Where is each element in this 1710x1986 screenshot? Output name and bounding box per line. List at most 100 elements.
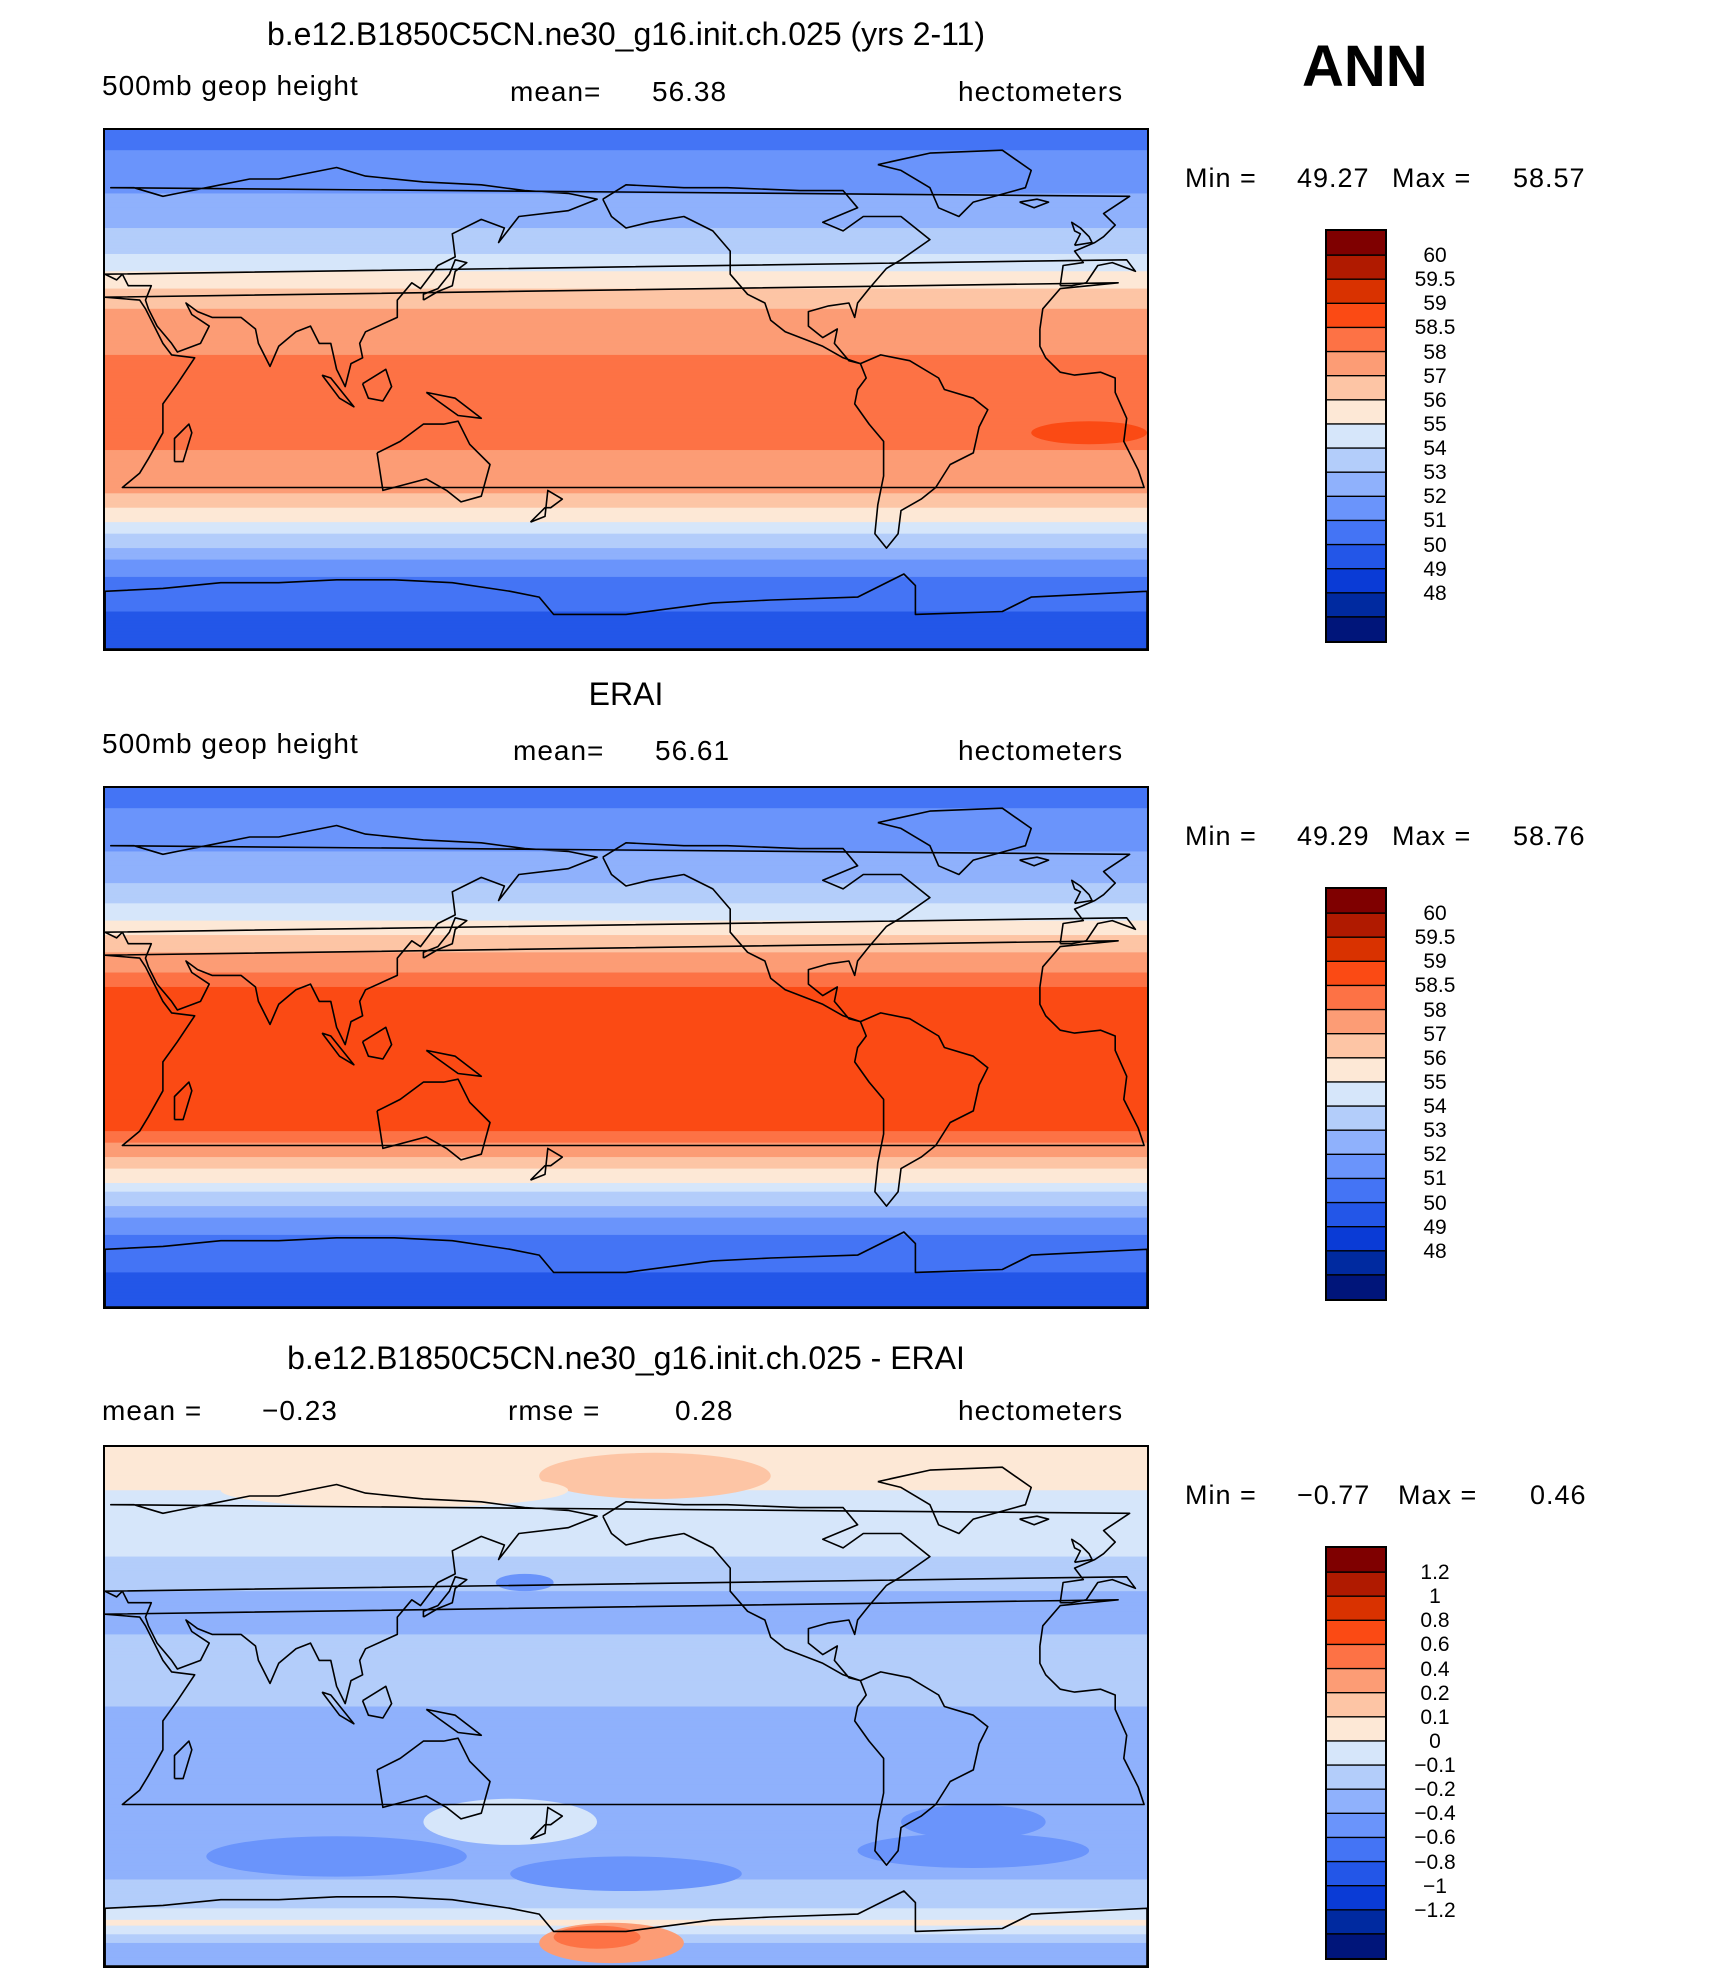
contour-band [105,141,1147,146]
contour-band [105,1079,1147,1083]
contour-band [105,582,1147,587]
contour-band [105,1801,1147,1806]
contour-band [105,1902,1147,1907]
contour-band [105,1545,1147,1549]
contour-band [105,1018,1147,1023]
colorbar-label: 60 [1423,902,1447,926]
panel-2-map [103,786,1149,1309]
contour-band [105,349,1147,353]
contour-band [105,877,1147,881]
contour-band [105,167,1147,171]
contour-band [105,375,1147,379]
contour-band [105,1301,1147,1305]
colorbar-bin [1327,1106,1385,1131]
contour-band [105,1530,1147,1535]
contour-band [105,992,1147,997]
contour-band [105,179,1147,183]
contour-band [105,1272,1147,1276]
contour-band [105,640,1147,644]
contour-band [105,1677,1147,1682]
contour-band [105,1501,1147,1506]
colorbar-label: 51 [1423,1167,1447,1191]
contour-band [105,952,1147,956]
contour-band [105,360,1147,365]
panel-3-units: hectometers [958,1395,1124,1426]
contour-band [105,837,1147,841]
contour-band [105,1240,1147,1245]
contour-band [105,1844,1147,1849]
contour-band [105,1807,1147,1811]
contour-band [105,233,1147,238]
colorbar-label: 57 [1423,364,1447,388]
coastline-iceland [1019,198,1050,209]
contour-band [105,1842,1147,1846]
contour-band [105,1579,1147,1584]
contour-band [105,1001,1147,1005]
coastline-greenland [877,149,1033,218]
panel-1-colorbar [1325,229,1387,643]
coastline-south-america [853,1671,989,1866]
colorbar-label: 50 [1423,1191,1447,1215]
contour-band [105,366,1147,370]
contour-band [105,1611,1147,1615]
contour-band [105,300,1147,304]
contour-band [105,599,1147,604]
contour-band [105,1142,1147,1147]
contour-band [105,1663,1147,1667]
contour-blob [553,1925,641,1949]
contour-band [105,305,1147,310]
contour-band [105,1585,1147,1589]
colorbar-bin [1327,496,1385,521]
coastline-south-america [853,354,989,549]
coastline-antarctica [105,1890,1147,1966]
contour-band [105,415,1147,419]
contour-band [105,839,1147,844]
contour-band [105,461,1147,466]
contour-band [105,395,1147,399]
contour-band [105,1047,1147,1051]
coastline-japan [422,259,468,301]
contour-band [105,1255,1147,1259]
contour-band [105,1260,1147,1265]
contour-band [105,808,1147,812]
contour-band [105,1671,1147,1676]
colorbar-bin [1327,1885,1385,1911]
contour-band [105,602,1147,607]
contour-band [105,1136,1147,1141]
contour-band [105,1614,1147,1618]
contour-band [105,1565,1147,1569]
contour-blob [495,1573,554,1592]
contour-band [105,1119,1147,1124]
contour-band [105,1527,1147,1532]
colorbar-bin [1327,1154,1385,1179]
colorbar-bin [1327,520,1385,546]
contour-band [105,943,1147,948]
contour-band [105,1223,1147,1227]
contour-band [105,1533,1147,1537]
contour-band [105,525,1147,529]
contour-band [105,1816,1147,1820]
contour-blob [206,1836,467,1877]
contour-band [105,813,1147,818]
contour-band [105,412,1147,417]
colorbar-label: 56 [1423,388,1447,412]
contour-band [105,1076,1147,1080]
contour-band [105,1151,1147,1155]
contour-band [105,799,1147,804]
panel-3-title: b.e12.B1850C5CN.ne30_g16.init.ch.025 - E… [287,1340,965,1376]
contour-band [105,1850,1147,1855]
contour-band [105,1738,1147,1742]
contour-band [105,1830,1147,1834]
panel-1-mean-label: mean= [510,76,602,107]
contour-band [105,940,1147,945]
colorbar-bin [1327,961,1385,986]
season-label: ANN [1302,34,1428,99]
colorbar-bin [1327,913,1385,938]
contour-band [105,1657,1147,1661]
contour-band [105,1556,1147,1561]
contour-band [105,1165,1147,1170]
contour-band [105,236,1147,241]
contour-band [105,522,1147,526]
colorbar-label: 0 [1429,1729,1441,1753]
contour-band [105,1562,1147,1566]
